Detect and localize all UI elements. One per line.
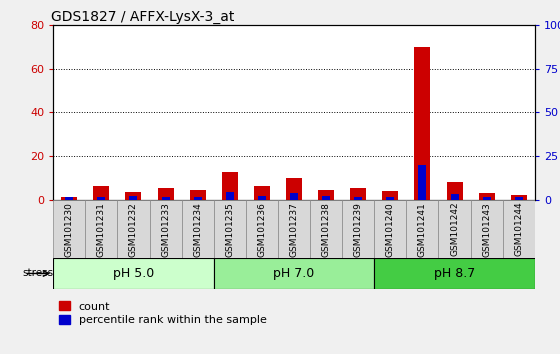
Text: pH 5.0: pH 5.0 (113, 267, 154, 280)
Bar (214, 200, 246, 258)
Bar (246, 200, 278, 258)
Legend: count, percentile rank within the sample: count, percentile rank within the sample (59, 301, 267, 325)
Text: GSM101230: GSM101230 (65, 202, 74, 257)
Text: stress: stress (22, 268, 53, 279)
Bar (354, 196, 362, 200)
Bar (479, 193, 494, 200)
Bar (85, 200, 118, 258)
Text: pH 8.7: pH 8.7 (434, 267, 475, 280)
Text: GSM101241: GSM101241 (418, 202, 427, 257)
Bar (194, 198, 202, 200)
Bar (157, 188, 174, 200)
Bar (190, 190, 206, 200)
Text: GSM101243: GSM101243 (482, 202, 491, 257)
Bar (254, 186, 270, 200)
Bar (483, 196, 491, 200)
Text: GSM101235: GSM101235 (225, 202, 234, 257)
Bar (222, 172, 238, 200)
Bar (290, 193, 298, 200)
Bar (407, 200, 438, 258)
Bar (65, 196, 73, 200)
Bar (374, 200, 407, 258)
Bar (150, 200, 181, 258)
Bar (125, 192, 142, 200)
Bar (450, 194, 459, 200)
Bar (53, 258, 214, 289)
Text: GSM101237: GSM101237 (290, 202, 298, 257)
Bar (350, 188, 366, 200)
Bar (342, 200, 374, 258)
Text: GSM101236: GSM101236 (258, 202, 267, 257)
Text: GSM101238: GSM101238 (321, 202, 330, 257)
Bar (161, 196, 170, 200)
Bar (382, 191, 398, 200)
Text: pH 7.0: pH 7.0 (273, 267, 315, 280)
Bar (278, 200, 310, 258)
Bar (97, 198, 105, 200)
Text: GSM101231: GSM101231 (97, 202, 106, 257)
Bar (94, 186, 109, 200)
Bar (118, 200, 150, 258)
Bar (438, 200, 470, 258)
Text: GSM101242: GSM101242 (450, 202, 459, 256)
Bar (386, 196, 394, 200)
Bar (515, 198, 523, 200)
Text: GSM101232: GSM101232 (129, 202, 138, 257)
Bar (374, 258, 535, 289)
Text: GSM101244: GSM101244 (514, 202, 523, 256)
Bar (310, 200, 342, 258)
Bar (418, 165, 426, 200)
Bar (318, 190, 334, 200)
Bar (129, 196, 137, 200)
Bar (258, 196, 266, 200)
Bar (511, 195, 527, 200)
Bar (53, 200, 85, 258)
Text: GSM101234: GSM101234 (193, 202, 202, 257)
Text: GSM101239: GSM101239 (354, 202, 363, 257)
Bar (226, 192, 234, 200)
Text: GDS1827 / AFFX-LysX-3_at: GDS1827 / AFFX-LysX-3_at (51, 10, 234, 24)
Bar (286, 178, 302, 200)
Bar (470, 200, 503, 258)
Bar (322, 196, 330, 200)
Bar (214, 258, 374, 289)
Bar (503, 200, 535, 258)
Bar (181, 200, 214, 258)
Text: GSM101240: GSM101240 (386, 202, 395, 257)
Bar (61, 197, 77, 200)
Text: GSM101233: GSM101233 (161, 202, 170, 257)
Bar (446, 183, 463, 200)
Bar (414, 47, 431, 200)
